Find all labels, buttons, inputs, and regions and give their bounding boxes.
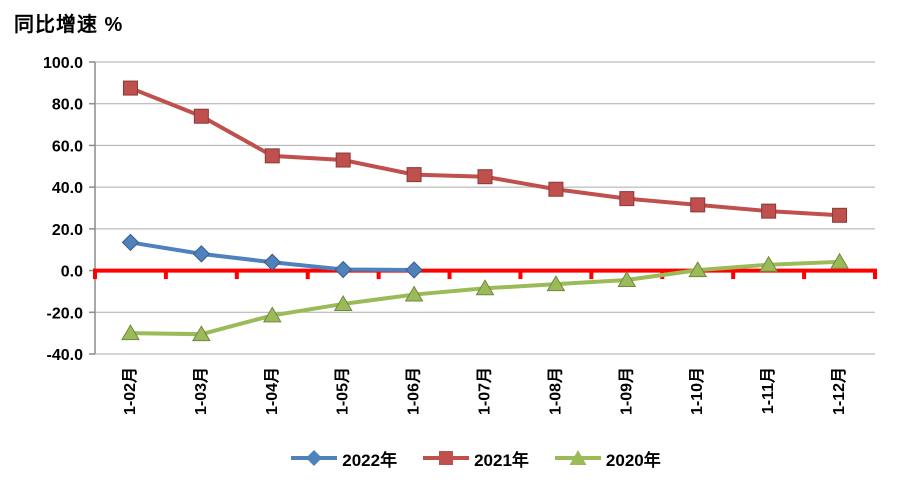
triangle-marker-icon bbox=[569, 450, 587, 465]
x-axis-label: 1-03月 bbox=[192, 367, 210, 415]
x-axis-label: 1-08月 bbox=[546, 367, 564, 415]
legend-marker-2022 bbox=[291, 450, 338, 466]
marker-triangle-2020年 bbox=[121, 324, 140, 341]
marker-square-2021年 bbox=[264, 148, 280, 164]
chart-legend: 2022年 2021年 2020年 bbox=[0, 443, 900, 473]
marker-square-2021年 bbox=[193, 108, 209, 124]
y-axis-label: -40.0 bbox=[47, 347, 84, 364]
x-axis-label: 1-09月 bbox=[617, 367, 635, 415]
x-axis-label: 1-04月 bbox=[263, 367, 281, 415]
y-axis-label: 60.0 bbox=[52, 138, 83, 155]
x-axis-label: 1-02月 bbox=[121, 367, 139, 415]
legend-marker-2021 bbox=[423, 451, 470, 465]
x-axis-label: 1-06月 bbox=[405, 367, 423, 415]
marker-triangle-2020年 bbox=[404, 285, 424, 302]
marker-square-2021年 bbox=[477, 169, 493, 185]
legend-item-2021: 2021年 bbox=[423, 446, 529, 471]
marker-triangle-2020年 bbox=[475, 279, 495, 296]
marker-square-2021年 bbox=[619, 191, 635, 207]
marker-diamond-2022年 bbox=[263, 253, 281, 271]
marker-square-2021年 bbox=[690, 197, 706, 213]
y-axis-label: 40.0 bbox=[52, 180, 83, 197]
x-axis-label: 1-10月 bbox=[688, 367, 706, 415]
marker-square-2021年 bbox=[761, 203, 777, 219]
y-axis-label: 0.0 bbox=[61, 264, 83, 281]
marker-triangle-2020年 bbox=[333, 294, 353, 311]
marker-triangle-2020年 bbox=[759, 255, 779, 272]
x-axis-label: 1-05月 bbox=[334, 367, 352, 415]
marker-square-2021年 bbox=[406, 167, 422, 183]
marker-triangle-2020年 bbox=[830, 252, 849, 269]
series-line-2021年 bbox=[129, 86, 840, 218]
marker-square-2021年 bbox=[122, 80, 138, 96]
chart-title: 同比增速 % bbox=[14, 14, 124, 36]
marker-triangle-2020年 bbox=[546, 275, 566, 292]
legend-label-2020: 2020年 bbox=[605, 450, 661, 470]
marker-diamond-2022年 bbox=[405, 261, 423, 279]
marker-square-2021年 bbox=[832, 207, 848, 223]
x-axis-label: 1-07月 bbox=[476, 367, 494, 415]
marker-square-2021年 bbox=[335, 152, 351, 168]
marker-square-2021年 bbox=[548, 181, 564, 197]
marker-triangle-2020年 bbox=[191, 325, 211, 342]
marker-triangle-2020年 bbox=[688, 261, 708, 278]
x-axis-label: 1-12月 bbox=[830, 367, 848, 415]
legend-item-2022: 2022年 bbox=[291, 446, 397, 471]
marker-triangle-2020年 bbox=[617, 270, 637, 287]
y-axis-label: 80.0 bbox=[52, 97, 83, 114]
legend-item-2020: 2020年 bbox=[554, 446, 661, 471]
legend-label-2022: 2022年 bbox=[342, 450, 398, 470]
square-marker-icon bbox=[439, 451, 454, 465]
y-axis-label: -20.0 bbox=[47, 305, 84, 322]
x-axis-label: 1-11月 bbox=[759, 367, 777, 414]
legend-marker-2020 bbox=[554, 450, 601, 465]
marker-triangle-2020年 bbox=[262, 306, 282, 323]
diamond-marker-icon bbox=[306, 450, 323, 466]
marker-diamond-2022年 bbox=[121, 233, 140, 252]
marker-diamond-2022年 bbox=[334, 260, 352, 279]
marker-diamond-2022年 bbox=[192, 245, 211, 263]
y-axis-label: 20.0 bbox=[52, 222, 83, 239]
legend-label-2021: 2021年 bbox=[474, 450, 529, 470]
y-axis-label: 100.0 bbox=[43, 55, 83, 72]
